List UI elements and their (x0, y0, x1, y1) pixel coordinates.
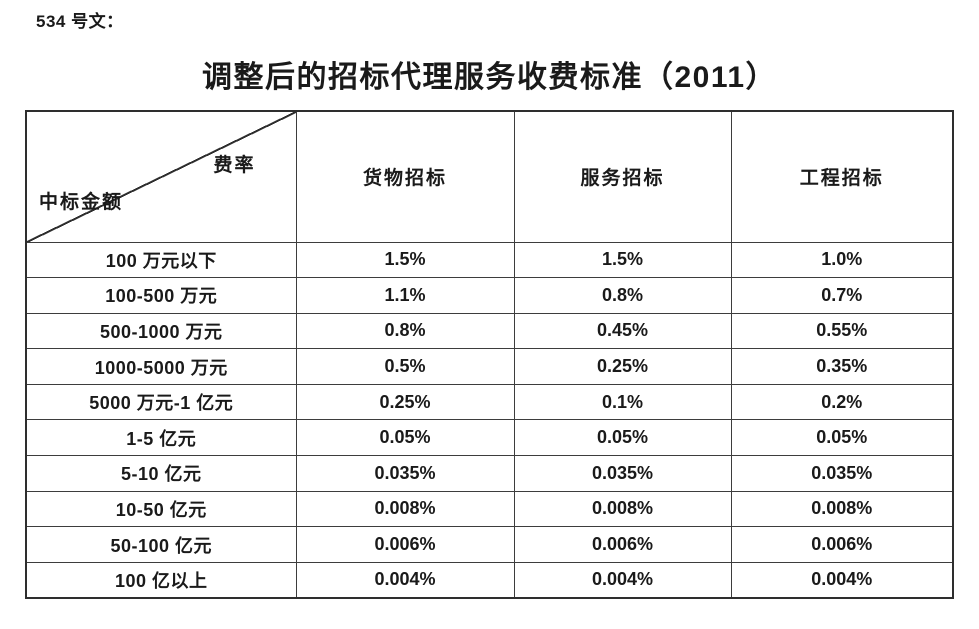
row-label: 500-1000 万元 (25, 312, 297, 350)
rate-cell: 0.006% (730, 526, 954, 563)
rate-cell: 0.1% (513, 383, 732, 421)
row-label: 1000-5000 万元 (25, 348, 297, 385)
rate-cell: 0.35% (730, 348, 954, 385)
row-label: 100 亿以上 (25, 561, 297, 599)
rate-cell: 1.5% (513, 241, 732, 279)
corner-label-rate: 费率 (213, 155, 256, 176)
rate-cell: 0.05% (513, 419, 732, 457)
row-label: 1-5 亿元 (25, 419, 297, 457)
table-row: 1-5 亿元 0.05% 0.05% 0.05% (25, 419, 954, 457)
table-row: 100 万元以下 1.5% 1.5% 1.0% (25, 241, 954, 279)
rate-cell: 0.45% (513, 312, 732, 350)
doc-number: 534 号文： (36, 12, 124, 31)
rate-cell: 0.55% (730, 312, 954, 350)
rate-cell: 0.008% (513, 490, 732, 528)
rate-cell: 0.5% (295, 348, 515, 385)
row-label: 5-10 亿元 (25, 455, 297, 492)
rate-cell: 0.035% (730, 455, 954, 492)
rate-cell: 0.25% (513, 348, 732, 385)
corner-label-amount: 中标金额 (39, 191, 124, 213)
table-row: 5-10 亿元 0.035% 0.035% 0.035% (25, 455, 954, 492)
row-label: 100-500 万元 (25, 277, 297, 314)
column-header-goods: 货物招标 (295, 110, 515, 243)
table-row: 5000 万元-1 亿元 0.25% 0.1% 0.2% (25, 383, 954, 421)
rate-cell: 0.004% (295, 561, 515, 599)
row-label: 50-100 亿元 (25, 526, 297, 563)
rate-cell: 0.008% (730, 490, 954, 528)
fee-table: 费率 中标金额 货物招标 服务招标 工程招标 100 万元以下 1.5% 1.5… (25, 110, 954, 599)
rate-cell: 0.05% (295, 419, 515, 457)
rate-cell: 0.8% (295, 312, 515, 350)
table-row: 10-50 亿元 0.008% 0.008% 0.008% (25, 490, 954, 528)
rate-cell: 0.006% (513, 526, 732, 563)
table-row: 50-100 亿元 0.006% 0.006% 0.006% (25, 526, 954, 563)
row-label: 5000 万元-1 亿元 (25, 383, 297, 421)
column-header-engineering: 工程招标 (730, 110, 954, 243)
table-row: 100-500 万元 1.1% 0.8% 0.7% (25, 277, 954, 314)
rate-cell: 0.004% (513, 561, 732, 599)
row-label: 100 万元以下 (25, 241, 297, 279)
row-label: 10-50 亿元 (25, 490, 297, 528)
rate-cell: 1.0% (730, 241, 954, 279)
rate-cell: 0.008% (295, 490, 515, 528)
column-header-services: 服务招标 (513, 110, 732, 243)
rate-cell: 0.004% (730, 561, 954, 599)
table-row: 1000-5000 万元 0.5% 0.25% 0.35% (25, 348, 954, 385)
rate-cell: 0.2% (730, 383, 954, 421)
rate-cell: 0.05% (730, 419, 954, 457)
corner-cell: 费率 中标金额 (25, 110, 297, 243)
table-row: 100 亿以上 0.004% 0.004% 0.004% (25, 561, 954, 599)
header-row: 费率 中标金额 货物招标 服务招标 工程招标 (25, 110, 954, 243)
rate-cell: 0.25% (295, 383, 515, 421)
doc-title: 调整后的招标代理服务收费标准（2011） (201, 61, 778, 94)
rate-cell: 0.8% (513, 277, 732, 314)
rate-cell: 0.035% (295, 455, 515, 492)
rate-cell: 0.7% (730, 277, 954, 314)
rate-cell: 1.1% (295, 277, 515, 314)
rate-cell: 0.006% (295, 526, 515, 563)
rate-cell: 1.5% (295, 241, 515, 279)
rate-cell: 0.035% (513, 455, 732, 492)
table-row: 500-1000 万元 0.8% 0.45% 0.55% (25, 312, 954, 350)
